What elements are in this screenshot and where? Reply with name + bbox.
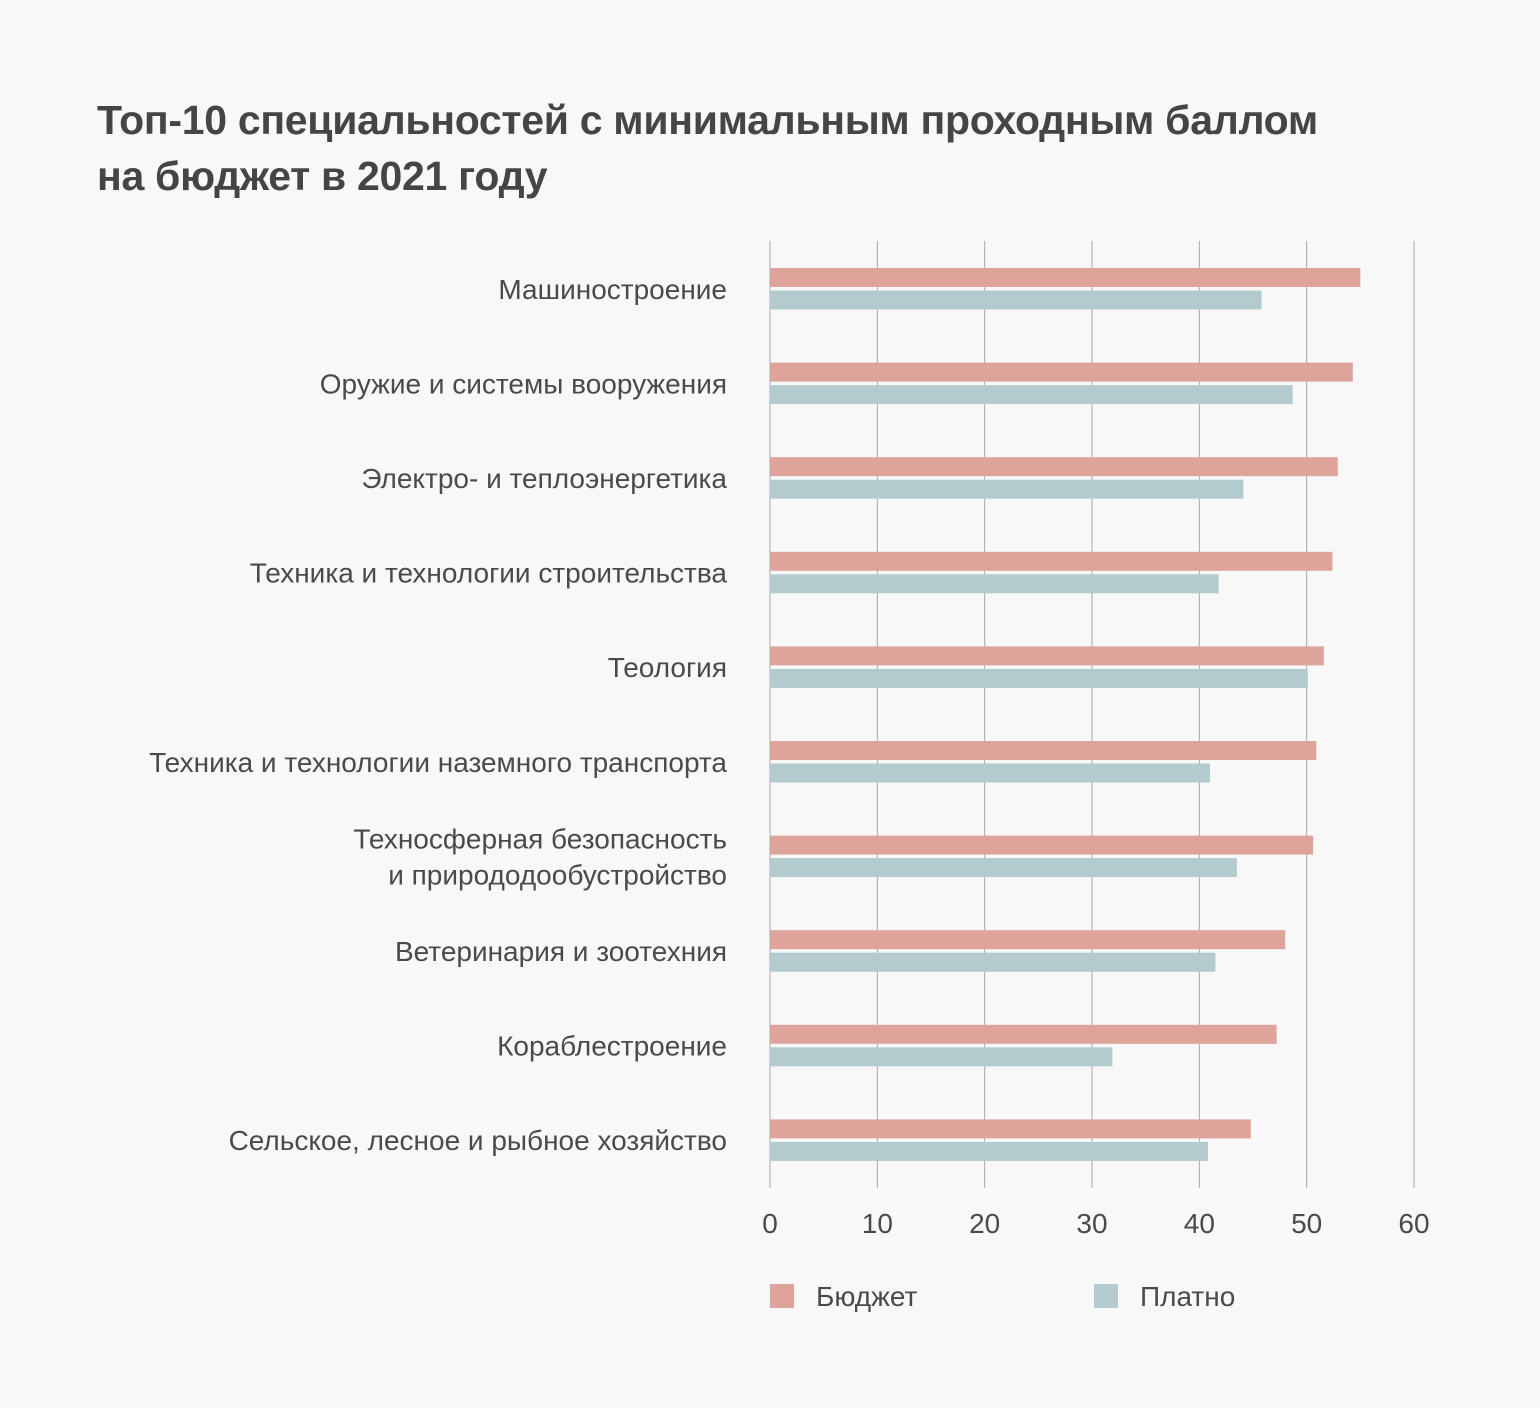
category-label-7-line-1: Техносферная безопасность [353, 823, 727, 854]
category-label-10: Сельское, лесное и рыбное хозяйство [229, 1125, 727, 1156]
grid-lines [769, 241, 1415, 1188]
bar-budget-4 [770, 551, 1333, 571]
category-labels: Машиностроение Оружие и системы вооружени… [149, 274, 727, 1156]
bars [770, 268, 1361, 1161]
legend-swatch-paid [1094, 1284, 1118, 1308]
bar-budget-8 [770, 930, 1286, 950]
category-label-6: Техника и технологии наземного транспорт… [149, 747, 727, 778]
bar-budget-2 [770, 362, 1353, 382]
bar-paid-1 [770, 290, 1262, 310]
bar-paid-7 [770, 858, 1237, 878]
bar-paid-8 [770, 952, 1216, 972]
category-label-1: Машиностроение [498, 274, 727, 305]
category-label-7-line-2: и природодообустройство [388, 859, 727, 890]
bar-budget-9 [770, 1024, 1277, 1044]
category-label-3: Электро- и теплоэнергетика [361, 463, 727, 494]
x-axis-ticks: 0 10 20 30 40 50 60 [762, 1208, 1429, 1239]
bar-budget-1 [770, 268, 1361, 287]
category-label-5: Теология [608, 652, 727, 683]
category-label-4: Техника и технологии строительства [250, 558, 728, 589]
bar-budget-6 [770, 741, 1317, 760]
category-label-8: Ветеринария и зоотехния [395, 936, 727, 967]
bar-paid-10 [770, 1141, 1208, 1161]
bar-paid-4 [770, 574, 1219, 594]
category-label-9: Кораблестроение [497, 1031, 727, 1062]
bar-budget-5 [770, 646, 1324, 666]
bar-paid-9 [770, 1047, 1113, 1067]
x-tick-label-50: 50 [1291, 1208, 1322, 1239]
bar-paid-5 [770, 668, 1308, 688]
x-tick-label-10: 10 [862, 1208, 893, 1239]
chart-title-line-2: на бюджет в 2021 году [97, 153, 548, 199]
x-tick-label-40: 40 [1184, 1208, 1215, 1239]
legend-swatch-budget [770, 1284, 794, 1308]
x-tick-label-20: 20 [969, 1208, 1000, 1239]
bar-budget-10 [770, 1119, 1251, 1139]
bar-paid-6 [770, 763, 1211, 783]
legend: Бюджет Платно [770, 1281, 1235, 1312]
bar-budget-3 [770, 457, 1338, 477]
x-tick-label-30: 30 [1076, 1208, 1107, 1239]
chart-title: Топ-10 специальностей с минимальным прох… [97, 92, 1437, 204]
bar-paid-2 [770, 385, 1293, 405]
x-tick-label-0: 0 [762, 1208, 778, 1239]
x-tick-label-60: 60 [1398, 1208, 1429, 1239]
legend-label-budget: Бюджет [816, 1281, 917, 1312]
chart-title-line-1: Топ-10 специальностей с минимальным прох… [97, 97, 1318, 143]
category-label-2: Оружие и системы вооружения [320, 368, 727, 399]
bar-budget-7 [770, 835, 1314, 855]
legend-label-paid: Платно [1140, 1281, 1235, 1312]
bar-paid-3 [770, 479, 1244, 499]
